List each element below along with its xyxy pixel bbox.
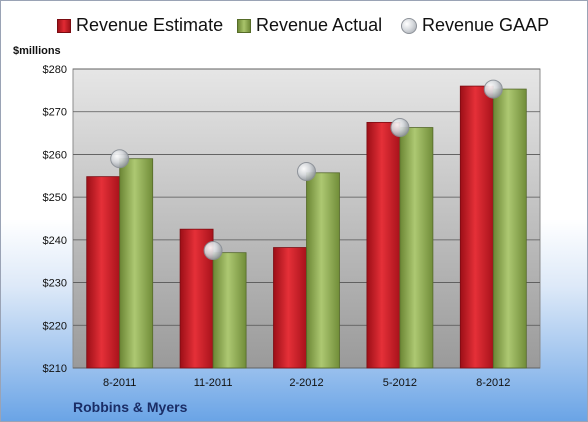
point-revenue-gaap <box>110 149 130 169</box>
y-tick-label: $260 <box>43 149 67 161</box>
legend-item-gaap: Revenue GAAP <box>401 15 549 36</box>
legend-label-actual: Revenue Actual <box>256 15 383 35</box>
y-axis-unit-label: $millions <box>13 45 61 57</box>
legend-item-estimate: Revenue Estimate <box>57 15 223 36</box>
legend-label-estimate: Revenue Estimate <box>76 15 224 35</box>
y-tick-label: $250 <box>43 192 67 204</box>
x-tick-label: 5-2012 <box>383 377 417 389</box>
x-tick-label: 8-2012 <box>476 377 510 389</box>
bar-revenue-estimate <box>366 121 401 369</box>
legend-label-gaap: Revenue GAAP <box>422 15 550 35</box>
y-tick-label: $220 <box>43 320 67 332</box>
x-tick-label: 8-2011 <box>103 377 136 389</box>
legend-item-actual: Revenue Actual <box>237 15 382 36</box>
estimate-swatch-icon <box>57 18 71 33</box>
x-tick-label: 2-2012 <box>289 377 323 389</box>
legend: Revenue Estimate Revenue Actual Revenue … <box>1 15 587 43</box>
gaap-marker-icon <box>401 17 417 34</box>
y-tick-label: $280 <box>43 64 67 76</box>
y-tick-label: $210 <box>43 363 67 375</box>
bar-revenue-actual <box>399 127 434 369</box>
y-tick-label: $240 <box>43 235 67 247</box>
point-revenue-gaap <box>390 118 410 138</box>
point-revenue-gaap <box>297 162 316 182</box>
company-name: Robbins & Myers <box>73 399 188 415</box>
y-tick-label: $270 <box>43 107 67 119</box>
bar-revenue-actual <box>492 88 527 369</box>
bar-revenue-estimate <box>459 85 494 369</box>
bar-revenue-estimate <box>86 176 121 369</box>
actual-swatch-icon <box>237 18 251 33</box>
bar-revenue-actual <box>119 158 154 369</box>
y-tick-label: $230 <box>43 278 67 290</box>
x-tick-label: 11-2011 <box>194 377 233 389</box>
bar-revenue-actual <box>306 172 340 369</box>
point-revenue-gaap <box>483 79 503 99</box>
point-revenue-gaap <box>203 241 223 261</box>
bar-revenue-actual <box>212 252 247 369</box>
bar-revenue-estimate <box>273 247 307 369</box>
